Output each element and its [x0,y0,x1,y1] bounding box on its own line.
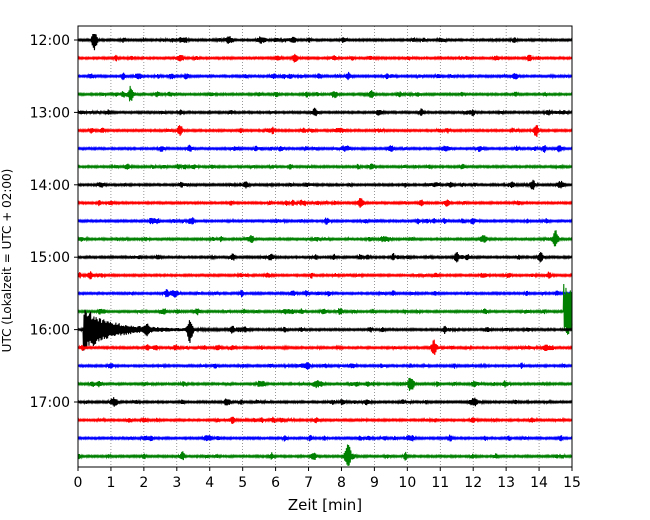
y-axis-label: UTC (Lokalzeit = UTC + 02:00) [0,169,14,353]
plot-frame [77,25,573,468]
trace-1545 [77,284,573,335]
trace-1600 [77,309,573,351]
trace-1630 [77,362,573,370]
trace-1415 [77,198,573,208]
trace-1230 [77,71,573,81]
x-axis-label: Zeit [min] [288,496,362,514]
trace-1215 [77,53,573,63]
x-tick-label: 10 [398,475,416,491]
trace-1530 [77,289,573,298]
x-tick-label: 9 [370,475,379,491]
y-tick-label: 17:00 [30,395,70,411]
x-tick-label: 14 [530,475,548,491]
trace-1445 [77,230,573,247]
trace-1245 [77,85,573,102]
y-axis-ticks: 12:00 13:00 14:00 15:00 16:00 17:00 [30,33,78,411]
y-tick-label: 15:00 [30,250,70,266]
x-tick-label: 7 [304,475,313,491]
x-tick-label: 11 [431,475,449,491]
x-tick-label: 13 [497,475,515,491]
trace-1430 [77,217,573,225]
x-tick-label: 12 [464,475,482,491]
x-tick-label: 6 [271,475,280,491]
x-tick-label: 5 [238,475,247,491]
x-tick-label: 0 [74,475,83,491]
x-tick-label: 1 [106,475,115,491]
x-axis-ticks: 0 1 2 3 4 5 6 7 8 9 10 11 12 13 14 15 [74,467,581,491]
trace-1345 [77,163,573,170]
seismic-traces [77,34,573,467]
x-tick-label: 4 [205,475,214,491]
y-tick-label: 14:00 [30,178,70,194]
y-tick-label: 16:00 [30,323,70,339]
trace-1200 [77,34,573,51]
trace-1715 [77,416,573,424]
y-tick-label: 12:00 [30,33,70,49]
x-tick-label: 2 [139,475,148,491]
x-tick-label: 8 [337,475,346,491]
y-tick-label: 13:00 [30,105,70,121]
x-tick-label: 3 [172,475,181,491]
trace-1745 [77,444,573,467]
x-tick-label: 15 [563,475,581,491]
